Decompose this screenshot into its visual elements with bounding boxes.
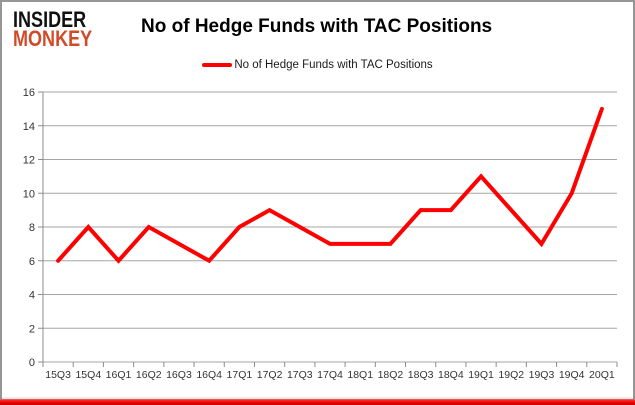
x-tick-label-17Q1: 17Q1 <box>227 369 253 381</box>
legend: No of Hedge Funds with TAC Positions <box>2 59 633 71</box>
logo-text-insider: INSIDER <box>13 7 87 32</box>
x-tick-label-18Q4: 18Q4 <box>438 369 464 381</box>
bottom-accent-bar <box>0 400 635 405</box>
x-tick-label-17Q2: 17Q2 <box>257 369 283 381</box>
y-tick-label-16: 16 <box>23 87 35 99</box>
y-tick-label-4: 4 <box>29 290 35 302</box>
x-tick-label-18Q2: 18Q2 <box>378 369 404 381</box>
x-tick-label-19Q4: 19Q4 <box>559 369 585 381</box>
x-tick-label-16Q3: 16Q3 <box>166 369 192 381</box>
x-tick-label-17Q3: 17Q3 <box>287 369 313 381</box>
legend-label: No of Hedge Funds with TAC Positions <box>234 59 433 71</box>
series-line <box>56 106 604 264</box>
x-tick-label-16Q1: 16Q1 <box>106 369 132 381</box>
legend-line-swatch <box>202 63 233 67</box>
y-tick-label-12: 12 <box>23 155 35 167</box>
x-tick-label-15Q4: 15Q4 <box>75 369 101 381</box>
x-tick-label-18Q1: 18Q1 <box>347 369 373 381</box>
x-tick-label-19Q1: 19Q1 <box>468 369 494 381</box>
x-tick-label-16Q2: 16Q2 <box>136 369 162 381</box>
x-tick-label-18Q3: 18Q3 <box>408 369 434 381</box>
insider-monkey-logo: INSIDER MONKEY <box>13 7 93 52</box>
x-tick-label-19Q3: 19Q3 <box>529 369 555 381</box>
logo-text-monkey: MONKEY <box>13 26 93 52</box>
x-tick-label-20Q1: 20Q1 <box>589 369 615 381</box>
y-tick-label-6: 6 <box>29 256 35 268</box>
y-tick-label-14: 14 <box>23 121 35 133</box>
y-tick-label-10: 10 <box>23 188 35 200</box>
chart-title: No of Hedge Funds with TAC Positions <box>141 16 493 37</box>
y-tick-label-0: 0 <box>29 357 35 369</box>
x-tick-label-15Q3: 15Q3 <box>45 369 71 381</box>
y-tick-label-8: 8 <box>29 222 35 234</box>
x-tick-label-17Q4: 17Q4 <box>317 369 343 381</box>
x-tick-label-19Q2: 19Q2 <box>498 369 524 381</box>
y-tick-label-2: 2 <box>29 323 35 335</box>
x-tick-label-16Q4: 16Q4 <box>196 369 222 381</box>
